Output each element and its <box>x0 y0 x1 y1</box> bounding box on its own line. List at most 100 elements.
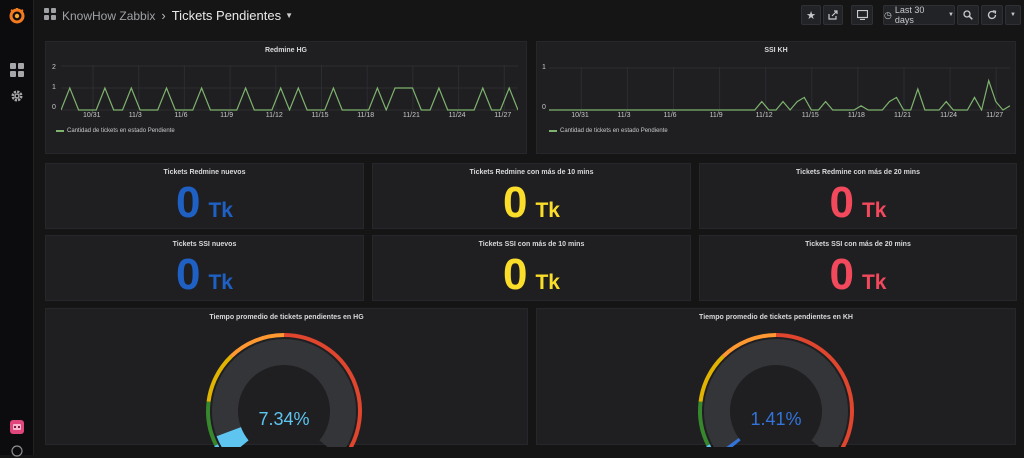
series-line <box>549 81 1010 110</box>
panel-title: Tiempo promedio de tickets pendientes en… <box>537 314 1015 321</box>
graph-panel-redmine-hg[interactable]: Redmine HG 2 1 0 10/31 11/3 11/6 11/9 11/12 1… <box>45 41 527 154</box>
stat-number: 0 <box>503 253 527 297</box>
legend-swatch <box>549 130 557 132</box>
time-picker-button[interactable]: ◷ Last 30 days ▼ <box>883 5 955 25</box>
zoom-out-button[interactable] <box>957 5 979 25</box>
x-tick-label: 11/3 <box>617 112 630 119</box>
graph-plot <box>61 65 518 111</box>
stat-unit: Tk <box>208 271 233 295</box>
dashboard-grid-icon <box>44 8 56 23</box>
x-tick-label: 11/9 <box>710 112 723 119</box>
panel-title: Tickets SSI con más de 10 mins <box>373 241 690 248</box>
x-tick-label: 11/24 <box>940 112 957 119</box>
x-tick-label: 10/31 <box>571 112 589 119</box>
stat-value: 0 Tk <box>46 181 363 225</box>
stat-panel-ssi-20min[interactable]: Tickets SSI con más de 20 mins 0 Tk <box>699 235 1017 301</box>
user-avatar-icon[interactable] <box>0 417 33 437</box>
legend-swatch <box>56 130 64 132</box>
stat-value: 0 Tk <box>373 181 690 225</box>
stat-panel-redmine-20min[interactable]: Tickets Redmine con más de 20 mins 0 Tk <box>699 163 1017 229</box>
clock-icon: ◷ <box>884 10 892 21</box>
top-navbar: KnowHow Zabbix › Tickets Pendientes ▼ ★ … <box>34 0 1024 32</box>
caret-down-icon[interactable]: ▼ <box>285 11 293 20</box>
x-tick-label: 11/3 <box>129 112 142 119</box>
series-line <box>61 88 518 110</box>
gauge-value-arc <box>229 432 239 447</box>
x-tick-label: 11/12 <box>266 112 283 119</box>
legend-label: Cantidad de tickets en estado Pendiente <box>67 128 175 134</box>
stat-value: 0 Tk <box>700 253 1016 297</box>
tv-mode-icon <box>857 10 868 20</box>
star-icon: ★ <box>806 9 816 22</box>
stat-value: 0 Tk <box>373 253 690 297</box>
panel-title: Tickets SSI nuevos <box>46 241 363 248</box>
x-tick-label: 11/6 <box>663 112 676 119</box>
x-tick-label: 11/27 <box>494 112 511 119</box>
stat-panel-redmine-new[interactable]: Tickets Redmine nuevos 0 Tk <box>45 163 364 229</box>
legend[interactable]: Cantidad de tickets en estado Pendiente <box>56 128 175 134</box>
stat-panel-redmine-10min[interactable]: Tickets Redmine con más de 10 mins 0 Tk <box>372 163 691 229</box>
panel-title: Tiempo promedio de tickets pendientes en… <box>46 314 527 321</box>
panel-title: Redmine HG <box>46 47 526 54</box>
x-tick-label: 11/24 <box>449 112 466 119</box>
refresh-icon <box>987 10 997 20</box>
time-caret-icon: ▼ <box>948 12 954 18</box>
stat-panel-ssi-10min[interactable]: Tickets SSI con más de 10 mins 0 Tk <box>372 235 691 301</box>
y-tick-label: 1 <box>542 64 546 71</box>
gauge-panel-hg[interactable]: Tiempo promedio de tickets pendientes en… <box>45 308 528 445</box>
panel-title: SSI KH <box>537 47 1015 54</box>
stat-unit: Tk <box>535 271 560 295</box>
zoom-out-icon <box>963 10 973 20</box>
x-tick-label: 11/15 <box>311 112 328 119</box>
gauge-panel-kh[interactable]: Tiempo promedio de tickets pendientes en… <box>536 308 1016 445</box>
panel-title: Tickets SSI con más de 20 mins <box>700 241 1016 248</box>
tv-mode-button[interactable] <box>851 5 873 25</box>
graph-plot <box>549 67 1010 111</box>
stat-number: 0 <box>176 253 200 297</box>
settings-gear-icon[interactable] <box>0 86 33 106</box>
x-tick-label: 11/18 <box>848 112 865 119</box>
panel-title: Tickets Redmine nuevos <box>46 169 363 176</box>
x-tick-label: 11/21 <box>894 112 911 119</box>
x-tick-label: 10/31 <box>83 112 101 119</box>
help-icon[interactable] <box>0 444 33 458</box>
stat-unit: Tk <box>535 199 560 223</box>
stat-unit: Tk <box>208 199 233 223</box>
x-tick-label: 11/21 <box>403 112 420 119</box>
breadcrumb: KnowHow Zabbix › Tickets Pendientes ▼ <box>44 8 293 23</box>
stat-unit: Tk <box>862 199 887 223</box>
x-tick-label: 11/9 <box>220 112 233 119</box>
x-tick-label: 11/15 <box>802 112 819 119</box>
gauge-value: 1.41% <box>726 409 826 430</box>
refresh-interval-button[interactable]: ▼ <box>1005 5 1021 25</box>
stat-number: 0 <box>176 181 200 225</box>
share-icon <box>828 10 838 20</box>
dashboards-icon[interactable] <box>0 60 33 80</box>
x-tick-label: 11/12 <box>756 112 773 119</box>
y-tick-label: 0 <box>542 104 546 111</box>
star-button[interactable]: ★ <box>801 5 821 25</box>
stat-number: 0 <box>830 253 854 297</box>
y-tick-label: 2 <box>52 64 56 71</box>
caret-down-icon: ▼ <box>1010 12 1016 18</box>
legend-label: Cantidad de tickets en estado Pendiente <box>560 128 668 134</box>
x-tick-label: 11/27 <box>986 112 1003 119</box>
share-button[interactable] <box>823 5 843 25</box>
y-tick-label: 0 <box>52 104 56 111</box>
dashboard-title[interactable]: Tickets Pendientes <box>172 8 281 23</box>
y-tick-label: 1 <box>52 84 56 91</box>
folder-link[interactable]: KnowHow Zabbix <box>62 9 155 23</box>
stat-number: 0 <box>503 181 527 225</box>
x-tick-label: 11/18 <box>357 112 374 119</box>
stat-panel-ssi-new[interactable]: Tickets SSI nuevos 0 Tk <box>45 235 364 301</box>
gauge-value: 7.34% <box>234 409 334 430</box>
legend[interactable]: Cantidad de tickets en estado Pendiente <box>549 128 668 134</box>
refresh-button[interactable] <box>981 5 1003 25</box>
time-range-label: Last 30 days <box>895 5 945 25</box>
graph-panel-ssi-kh[interactable]: SSI KH 1 0 10/31 11/3 11/6 11/9 11/12 11/15 11… <box>536 41 1016 154</box>
gauge-track <box>717 352 835 447</box>
sidebar <box>0 0 34 455</box>
x-tick-label: 11/6 <box>174 112 187 119</box>
gauge-value-arc <box>728 446 730 447</box>
grafana-logo-icon[interactable] <box>0 4 33 28</box>
